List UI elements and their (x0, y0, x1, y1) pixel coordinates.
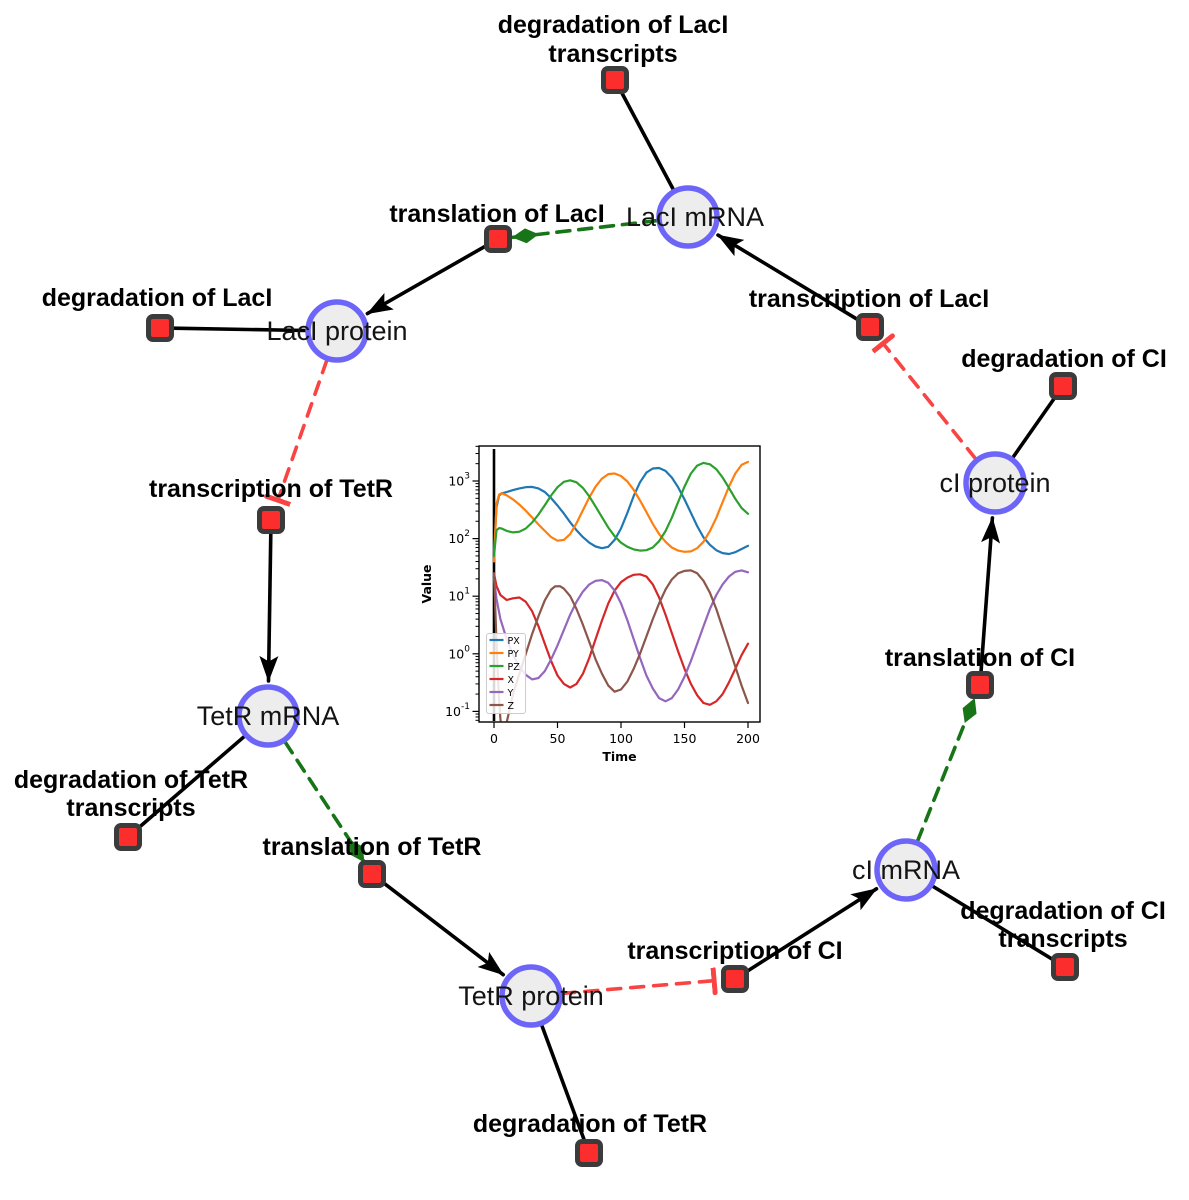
y-tick-label: 102 (448, 529, 470, 546)
x-tick-label: 150 (673, 731, 697, 746)
reaction-label-transcription_laci-line0: transcription of LacI (749, 285, 989, 313)
edge-inhibitor-laci_protein-transcription_tetr (278, 358, 329, 500)
reaction-node-transcription_tetr (257, 506, 285, 534)
y-tick-label: 100 (448, 644, 470, 661)
reaction-node-deg_ci (1049, 372, 1077, 400)
reaction-label-deg_tetr-line0: degradation of TetR (473, 1110, 707, 1138)
reaction-node-translation_laci (484, 225, 512, 253)
x-tick-label: 200 (736, 731, 760, 746)
species-label-laci_mrna: LacI mRNA (626, 202, 764, 232)
edge-modifier-tetr_mrna-translation_tetr (283, 740, 366, 864)
reaction-label-deg_laci_tx-line0: degradation of LacI (498, 11, 729, 39)
species-node-ci_mrna (874, 838, 938, 902)
species-node-laci_protein (305, 299, 369, 363)
reaction-node-transcription_laci (856, 313, 884, 341)
x-axis-label: Time (602, 749, 636, 764)
series-line-PZ (492, 461, 750, 557)
edge-product-transcription_ci-ci_mrna (744, 886, 879, 974)
edge-product-transcription_laci-laci_mrna (716, 233, 861, 323)
series-line-PX (492, 466, 750, 556)
reaction-node-transcription_ci (721, 965, 749, 993)
species-label-tetr_mrna: TetR mRNA (197, 701, 340, 731)
reaction-node-translation_ci (966, 671, 994, 699)
x-tick-label: 50 (550, 731, 566, 746)
series-line-X (492, 572, 750, 706)
species-label-ci_protein: cI protein (939, 468, 1050, 498)
axis-ticks (472, 445, 749, 728)
species-label-ci_mrna: cI mRNA (852, 855, 960, 885)
y-tick-label: 101 (448, 587, 470, 604)
edge-product-translation_laci-laci_protein (365, 243, 489, 316)
reaction-node-deg_tetr (575, 1139, 603, 1167)
labels-layer: degradation of LacItranscriptstranslatio… (14, 11, 1167, 1138)
reaction-label-transcription_ci-line0: transcription of CI (627, 937, 842, 965)
x-tick-label: 0 (490, 731, 498, 746)
series-line-Y (492, 569, 750, 703)
reaction-label-deg_tetr_tx-line1: transcripts (66, 794, 195, 822)
species-node-laci_mrna (656, 185, 720, 249)
species-node-ci_protein (963, 451, 1027, 515)
edge-reactant-ci_mrna-deg_ci_tx (930, 884, 1056, 963)
legend-label-PX: PX (508, 636, 521, 647)
species-node-tetr_mrna (236, 684, 300, 748)
edge-reactant-tetr_protein-deg_tetr (539, 1023, 587, 1143)
species-label-laci_protein: LacI protein (266, 316, 407, 346)
edge-product-transcription_tetr-tetr_mrna (259, 531, 279, 683)
reaction-node-deg_laci (146, 314, 174, 342)
edges-layer (136, 89, 1058, 1143)
reaction-label-deg_ci-line0: degradation of CI (961, 345, 1167, 373)
edge-modifier-ci_mrna-translation_ci (915, 697, 977, 844)
reaction-label-deg_laci-line0: degradation of LacI (42, 284, 273, 312)
reaction-label-transcription_tetr-line0: transcription of TetR (149, 475, 393, 503)
legend-label-X: X (508, 675, 515, 686)
edge-reactant-laci_protein-deg_laci (171, 326, 308, 333)
reaction-node-deg_tetr_tx (114, 823, 142, 851)
nodes-layer (114, 66, 1079, 1167)
edge-reactant-laci_mrna-deg_laci_tx (619, 89, 676, 192)
y-axis-label: Value (419, 564, 434, 603)
legend: PX PY PZ XYZ (486, 633, 526, 714)
edge-reactant-tetr_mrna-deg_tetr_tx (136, 734, 247, 831)
reaction-label-translation_tetr-line0: translation of TetR (263, 833, 482, 861)
y-tick-label: 10-1 (445, 702, 470, 719)
reaction-node-deg_laci_tx (601, 66, 629, 94)
reaction-label-translation_laci-line0: translation of LacI (389, 200, 604, 228)
edge-product-translation_ci-ci_protein (979, 516, 1001, 674)
legend-label-Z: Z (508, 701, 515, 712)
legend-label-PZ: PZ (508, 662, 521, 673)
legend-label-Y: Y (507, 688, 514, 699)
series-line-PY (492, 460, 750, 563)
reaction-label-deg_ci_tx-line1: transcripts (998, 925, 1127, 953)
reaction-label-deg_ci_tx-line0: degradation of CI (960, 897, 1166, 925)
series-line-Z (492, 569, 750, 722)
y-tick-label: 103 (448, 472, 470, 489)
reaction-label-deg_laci_tx-line1: transcripts (548, 40, 677, 68)
edge-product-translation_tetr-tetr_protein (380, 880, 506, 977)
legend-label-PY: PY (508, 649, 520, 660)
edge-modifier-laci_mrna-translation_laci (511, 218, 660, 244)
reaction-node-translation_tetr (358, 860, 386, 888)
reaction-node-deg_ci_tx (1051, 953, 1079, 981)
reaction-label-deg_tetr_tx-line0: degradation of TetR (14, 766, 248, 794)
edge-reactant-ci_protein-deg_ci (1010, 394, 1058, 460)
species-node-tetr_protein (499, 964, 563, 1028)
reaction-label-translation_ci-line0: translation of CI (885, 644, 1075, 672)
species-label-tetr_protein: TetR protein (458, 981, 604, 1011)
x-tick-label: 100 (609, 731, 633, 746)
edge-inhibitor-tetr_protein-transcription_ci (560, 981, 714, 996)
edge-inhibitor-ci_protein-transcription_laci (883, 343, 978, 461)
